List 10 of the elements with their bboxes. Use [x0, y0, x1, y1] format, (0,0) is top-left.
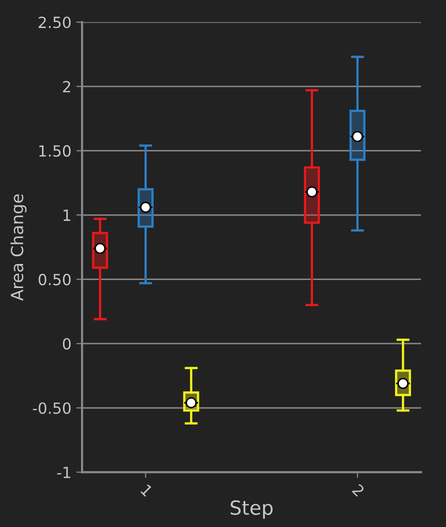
x-axis-title: Step	[230, 500, 273, 519]
y-tick-label: -0.50	[32, 402, 71, 414]
y-tick-label: 0	[62, 338, 71, 350]
y-tick-label: 0.50	[38, 274, 71, 286]
y-tick-label: 2	[63, 80, 70, 92]
y-tick-label: 1.50	[39, 145, 71, 157]
y-tick-label: 1	[64, 210, 70, 221]
y-axis-title: Area Change	[10, 194, 27, 301]
y-tick-label: 2.50	[38, 16, 71, 28]
y-tick-label: -1	[57, 466, 70, 478]
